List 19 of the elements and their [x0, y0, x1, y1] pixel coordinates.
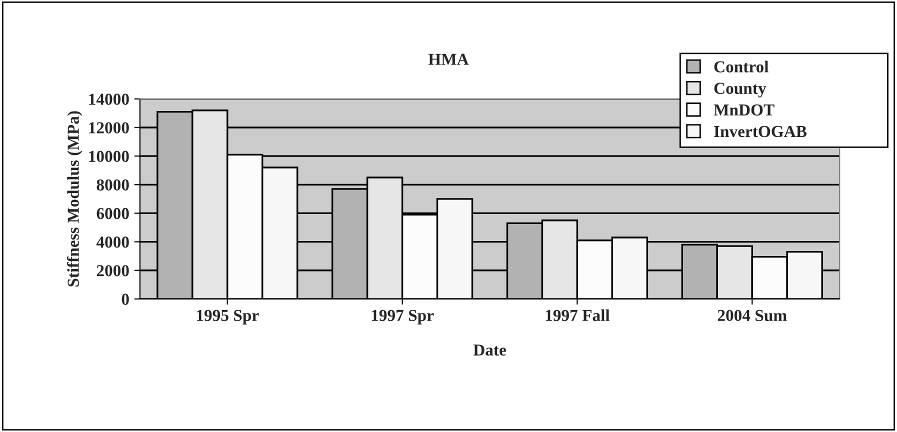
x-tick-label: 1997 Fall	[546, 309, 610, 322]
y-tick-label: 8000	[96, 179, 129, 191]
y-tick-label: 14000	[89, 94, 129, 105]
x-tick-label: 2004 Sum	[718, 310, 787, 322]
legend-label: Control	[714, 60, 768, 72]
chart-title: HMA	[428, 54, 469, 65]
x-tick-label: 1995 Spr	[197, 310, 259, 324]
legend-label: County	[714, 82, 766, 98]
x-tick-label: 1997 Spr	[372, 310, 434, 324]
legend-label: InvertOGAB	[714, 126, 807, 138]
x-axis-title: Date	[473, 344, 506, 356]
y-tick-label: 0	[122, 294, 129, 305]
y-tick-label: 2000	[96, 265, 129, 276]
y-tick-label: 12000	[89, 122, 129, 134]
y-tick-label: 4000	[96, 236, 129, 248]
y-tick-label: 6000	[96, 208, 129, 220]
legend-label: MnDOT	[714, 104, 774, 116]
y-axis-title: Stiffness Modulus (MPa)	[67, 111, 82, 286]
y-tick-label: 10000	[89, 150, 129, 162]
